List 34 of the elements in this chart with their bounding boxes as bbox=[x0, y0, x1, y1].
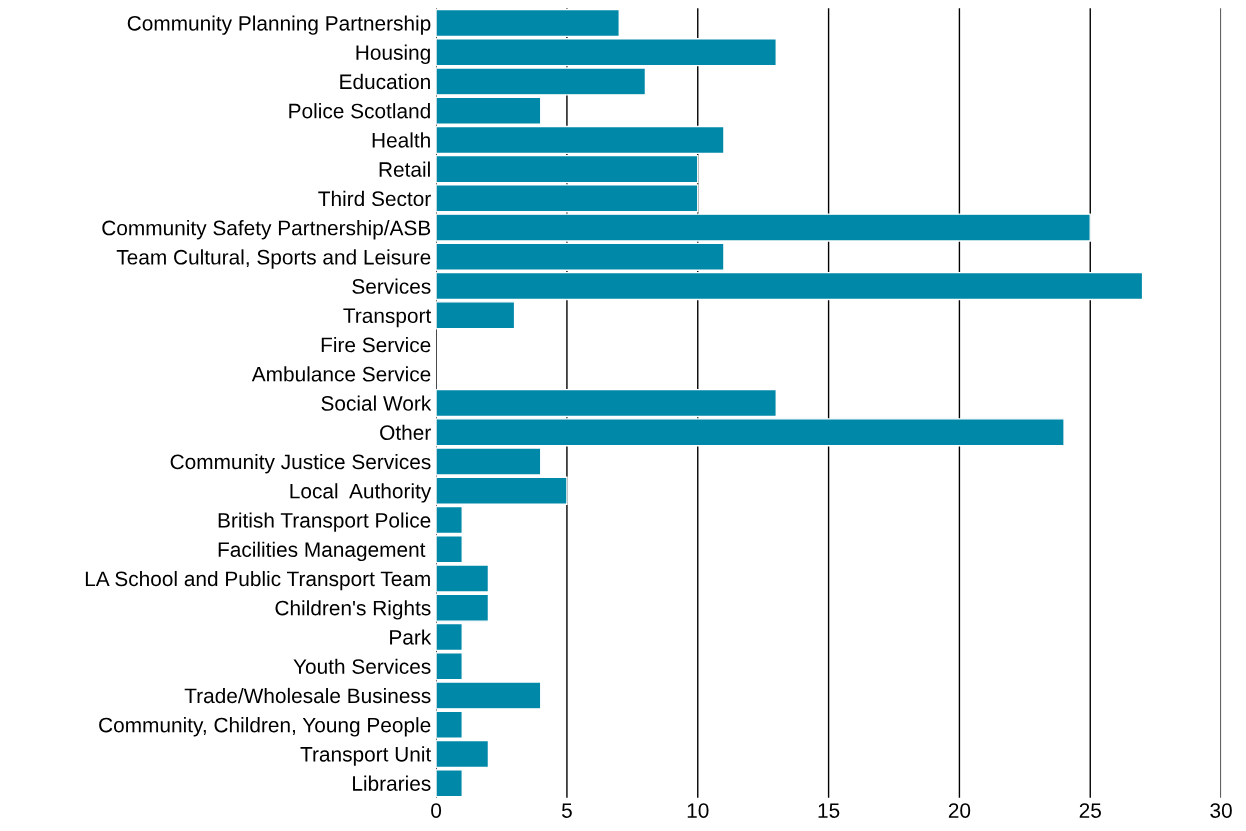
y-tick-label: Community Planning Partnership bbox=[127, 15, 431, 35]
y-tick-label: Local Authority bbox=[290, 483, 432, 503]
x-tick-label: 10 bbox=[687, 803, 709, 818]
y-tick-label: Park bbox=[390, 629, 432, 645]
y-tick-label: British Transport Police bbox=[218, 512, 431, 532]
x-tick-label: 25 bbox=[1079, 803, 1101, 818]
y-tick-label: LA School and Public Transport Team bbox=[85, 570, 430, 591]
y-tick-label: Team Cultural, Sports and Leisure bbox=[116, 249, 431, 269]
y-tick-label: Community Safety Partnership/ASB bbox=[102, 220, 431, 240]
y-tick-label: Fire Service bbox=[321, 337, 431, 353]
y-tick-label: Trade/Wholesale Business bbox=[184, 687, 431, 704]
y-tick-label: Transport bbox=[343, 308, 432, 328]
y-tick-label: Housing bbox=[356, 44, 430, 65]
x-tick-label: 30 bbox=[1210, 803, 1232, 818]
y-tick-label: Services bbox=[352, 278, 431, 294]
x-tick-label: 0 bbox=[431, 803, 442, 818]
y-tick-label: Community Justice Services bbox=[170, 453, 431, 474]
y-tick-label: Education bbox=[340, 73, 430, 90]
y-tick-label: Other bbox=[380, 424, 431, 441]
y-tick-label: Community, Children, Young People bbox=[99, 717, 431, 737]
y-tick-label: Social Work bbox=[321, 395, 432, 411]
y-tick-label: Retail bbox=[379, 161, 430, 177]
y-tick-label: Police Scotland bbox=[289, 103, 430, 119]
y-tick-label: Third Sector bbox=[318, 190, 431, 207]
x-tick-label: 15 bbox=[818, 803, 840, 818]
x-tick-label: 20 bbox=[948, 803, 971, 818]
y-tick-label: Libraries bbox=[353, 775, 431, 791]
x-tick-label: 5 bbox=[561, 803, 572, 818]
y-tick-label: Children's Rights bbox=[275, 600, 431, 620]
y-tick-label: Ambulance Service bbox=[251, 366, 431, 382]
y-tick-label: Youth Services bbox=[293, 658, 431, 674]
y-tick-label: Transport Unit bbox=[300, 746, 432, 766]
y-tick-label: Health bbox=[372, 132, 430, 148]
y-tick-label: Facilities Management bbox=[218, 541, 426, 562]
